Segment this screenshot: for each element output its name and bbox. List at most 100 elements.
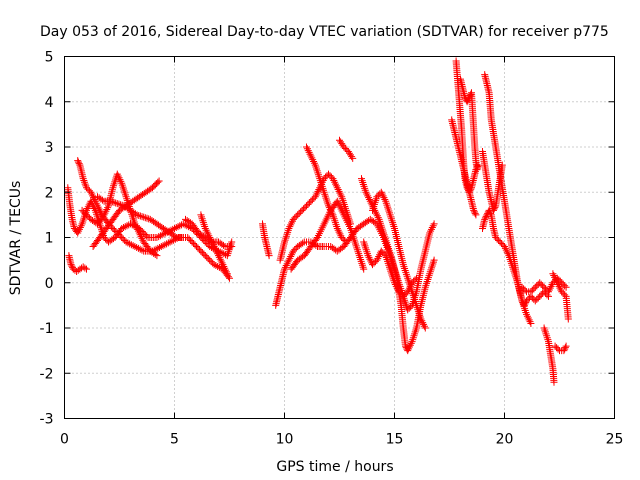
- data-point: [549, 270, 557, 278]
- data-point: [329, 175, 337, 183]
- data-point: [289, 247, 297, 255]
- data-point: [179, 220, 187, 228]
- data-point: [552, 277, 560, 285]
- data-point: [312, 191, 320, 199]
- data-point: [362, 246, 370, 254]
- data-point: [559, 289, 567, 297]
- data-point: [325, 202, 332, 210]
- data-point: [527, 288, 535, 296]
- data-point: [168, 237, 176, 245]
- data-point: [524, 295, 532, 303]
- data-point: [151, 250, 159, 258]
- data-point: [113, 170, 121, 178]
- data-point: [388, 217, 396, 225]
- data-point: [542, 330, 550, 338]
- data-point: [359, 263, 367, 271]
- data-point: [197, 247, 205, 255]
- data-point: [135, 229, 143, 237]
- data-point: [402, 268, 410, 276]
- data-point: [100, 211, 108, 219]
- data-point: [352, 242, 360, 250]
- data-point: [222, 268, 230, 276]
- data-point: [405, 284, 413, 292]
- data-point: [481, 214, 489, 222]
- data-point: [358, 175, 365, 183]
- data-point: [342, 238, 350, 246]
- data-point: [405, 286, 413, 294]
- data-point: [521, 305, 529, 313]
- data-point: [361, 242, 369, 250]
- data-point: [553, 344, 561, 352]
- data-point: [121, 189, 129, 197]
- data-point: [285, 256, 293, 264]
- data-point: [110, 182, 118, 190]
- data-point: [561, 291, 569, 299]
- y-tick-label: 4: [45, 95, 54, 111]
- data-point: [348, 153, 356, 161]
- data-point: [212, 262, 220, 270]
- x-tick-label: 5: [170, 432, 179, 448]
- data-point: [118, 201, 126, 209]
- axis-ticks: [64, 56, 615, 419]
- data-point: [188, 238, 196, 246]
- data-point: [481, 215, 489, 223]
- data-point: [307, 197, 315, 205]
- data-point: [114, 172, 122, 180]
- data-point: [134, 227, 142, 235]
- data-point: [498, 240, 506, 248]
- data-point: [332, 182, 340, 190]
- data-point: [374, 214, 382, 222]
- data-point: [185, 235, 193, 243]
- data-point: [315, 173, 323, 181]
- data-point: [331, 217, 339, 225]
- data-point: [351, 238, 359, 246]
- data-point: [377, 188, 385, 196]
- data-point: [387, 215, 395, 223]
- data-point: [219, 241, 227, 249]
- data-point: [191, 241, 199, 249]
- tick-labels: 0 5 10 15 20 25 -3 -2 -1 0 1 2 3 4 5: [40, 50, 624, 448]
- data-point: [322, 194, 330, 202]
- data-point: [110, 226, 118, 234]
- data-point: [212, 246, 220, 254]
- data-point: [429, 222, 437, 230]
- data-point: [540, 324, 548, 332]
- data-point: [558, 288, 566, 296]
- data-point: [464, 96, 472, 104]
- data-point: [101, 209, 109, 217]
- data-point: [325, 170, 332, 178]
- data-point: [537, 291, 545, 299]
- data-point: [335, 187, 343, 195]
- data-point: [98, 196, 106, 204]
- data-point: [310, 157, 318, 165]
- data-point: [360, 238, 368, 246]
- data-point: [513, 277, 521, 285]
- data-point: [166, 238, 174, 246]
- data-point: [198, 213, 206, 221]
- data-point: [373, 212, 381, 220]
- data-point: [199, 217, 207, 225]
- data-points: [64, 57, 572, 386]
- data-point: [381, 195, 389, 203]
- data-point: [159, 242, 167, 250]
- data-point: [420, 322, 428, 330]
- data-point: [490, 205, 498, 213]
- data-point: [334, 186, 342, 194]
- data-point: [330, 176, 338, 184]
- data-point: [372, 208, 380, 216]
- data-point: [470, 206, 478, 214]
- data-point: [364, 192, 372, 200]
- data-point: [84, 212, 92, 220]
- data-point: [206, 256, 214, 264]
- data-point: [265, 252, 273, 260]
- data-point: [300, 205, 308, 213]
- data-point: [377, 247, 385, 255]
- data-point: [223, 270, 231, 278]
- data-point: [323, 196, 331, 204]
- data-point: [561, 282, 569, 290]
- data-point: [384, 203, 392, 211]
- data-point: [354, 248, 362, 256]
- data-point: [528, 286, 536, 294]
- data-point: [134, 244, 142, 252]
